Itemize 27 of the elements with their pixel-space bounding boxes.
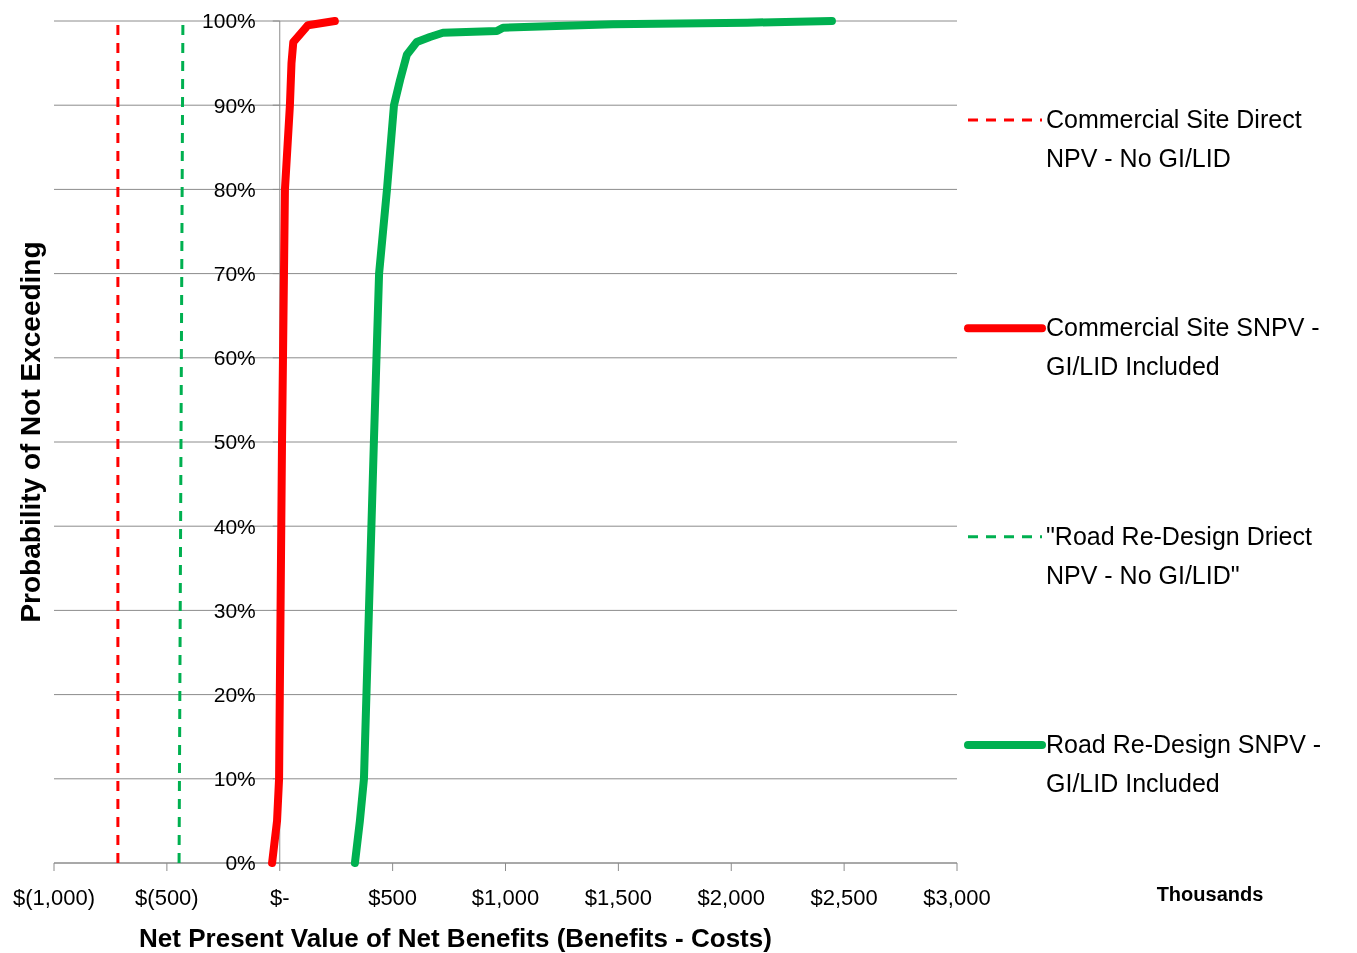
y-tick-label: 10% xyxy=(213,767,256,791)
y-tick-label: 0% xyxy=(225,851,256,875)
x-tick-label: $2,000 xyxy=(697,885,765,910)
x-tick-label: $(500) xyxy=(135,885,199,910)
x-tick-label: $2,500 xyxy=(810,885,878,910)
x-tick-label: $(1,000) xyxy=(13,885,95,910)
y-axis-title: Probability of Not Exceeding xyxy=(15,241,46,623)
x-tick-label: $1,500 xyxy=(584,885,653,910)
y-tick-label: 90% xyxy=(213,93,256,117)
legend-label: Commercial Site Direct NPV - No GI/LID xyxy=(1046,105,1302,172)
y-tick-label: 50% xyxy=(213,430,256,454)
legend-label: Commercial Site SNPV - GI/LID Included xyxy=(1046,313,1320,381)
text: Thousands xyxy=(1156,883,1264,905)
y-tick-label: 80% xyxy=(213,177,256,201)
legend-label: "Road Re-Design Driect NPV - No GI/LID" xyxy=(1046,521,1312,589)
x-tick-label: $500 xyxy=(368,885,418,910)
y-tick-label: 30% xyxy=(213,598,256,622)
x-tick-label: $3,000 xyxy=(923,885,991,910)
y-tick-label: 60% xyxy=(213,346,256,370)
legend-label: Road Re-Design SNPV - GI/LID Included xyxy=(1046,730,1322,797)
x-axis-title: Net Present Value of Net Benefits (Benefits - Costs) xyxy=(139,923,772,953)
y-tick-label: 100% xyxy=(202,9,256,33)
x-tick-label: $1,000 xyxy=(471,885,540,910)
y-tick-label: 70% xyxy=(213,261,256,285)
y-tick-label: 20% xyxy=(213,682,256,706)
y-tick-label: 40% xyxy=(213,514,256,538)
x-tick-label: $- xyxy=(269,885,290,910)
